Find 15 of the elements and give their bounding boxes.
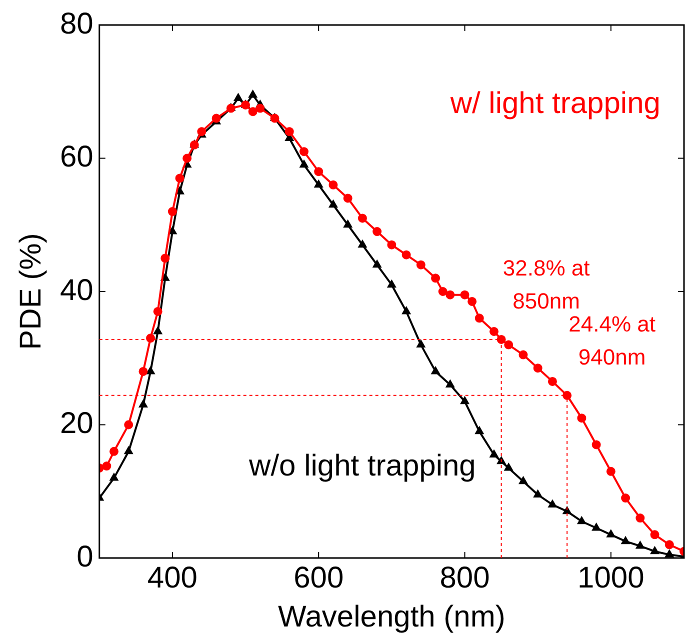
- y-tick-label: 80: [60, 7, 94, 40]
- x-tick-label: 800: [440, 561, 490, 594]
- annotation: 32.8% at 850nm: [502, 256, 590, 314]
- annotation: 24.4% at 940nm: [568, 311, 656, 370]
- x-tick-label: 1000: [578, 561, 644, 594]
- text: w/ light trapping: [449, 87, 660, 120]
- x-tick-label: 600: [294, 561, 344, 594]
- series-label: w/o light trapping: [248, 450, 476, 483]
- y-tick-label: 0: [76, 540, 94, 574]
- y-tick-label: 40: [60, 274, 94, 307]
- x-tick-label: 400: [147, 561, 198, 594]
- y-tick-label: 20: [60, 407, 94, 440]
- y-tick-label: 60: [60, 140, 94, 174]
- y-axis-title: PDE (%): [14, 233, 48, 350]
- x-axis-title: Wavelength (nm): [278, 600, 506, 634]
